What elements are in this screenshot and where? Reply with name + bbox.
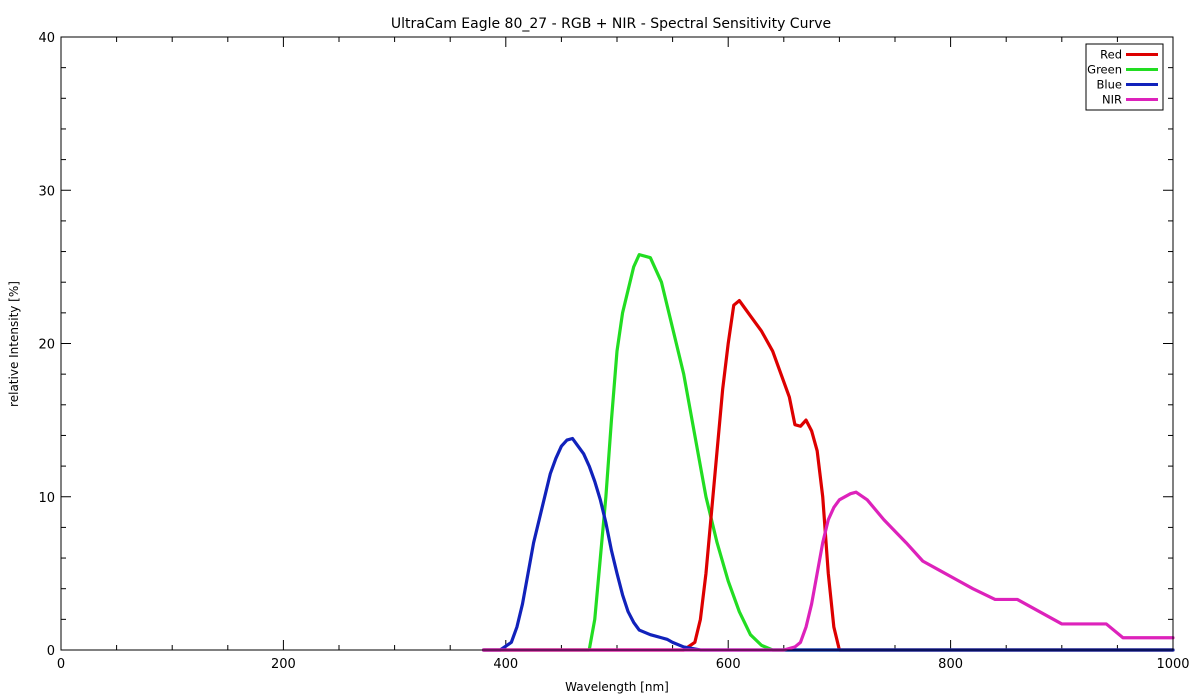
x-tick-label: 400 [493, 657, 518, 672]
x-tick-label: 1000 [1156, 657, 1189, 672]
y-tick-label: 40 [38, 31, 55, 46]
series-lines [481, 253, 1175, 652]
y-tick-label: 30 [38, 184, 55, 199]
legend-label: Green [1087, 63, 1122, 77]
x-tick-label: 200 [271, 657, 296, 672]
x-tick-label: 600 [716, 657, 741, 672]
x-axis-label: Wavelength [nm] [565, 680, 669, 694]
axis-ticks: 0 200 400 600 800 1000 0 10 20 30 40 [38, 31, 1189, 672]
legend-label: NIR [1102, 93, 1122, 107]
series-line-green [481, 253, 1175, 652]
y-tick-label: 20 [38, 338, 55, 353]
legend-label: Blue [1097, 78, 1122, 92]
plot-frame [60, 36, 1174, 651]
series-line-blue [481, 436, 1175, 652]
y-tick-label: 0 [47, 644, 55, 659]
legend-label: Red [1100, 48, 1122, 62]
chart-title: UltraCam Eagle 80_27 - RGB + NIR - Spect… [391, 16, 831, 32]
series-line-red [481, 298, 1175, 652]
plot-area [481, 253, 1175, 652]
x-tick-label: 0 [57, 657, 65, 672]
x-tick-label: 800 [938, 657, 963, 672]
y-axis-label: relative Intensity [%] [7, 281, 21, 407]
y-tick-label: 10 [38, 491, 55, 506]
series-line-nir [481, 490, 1175, 652]
